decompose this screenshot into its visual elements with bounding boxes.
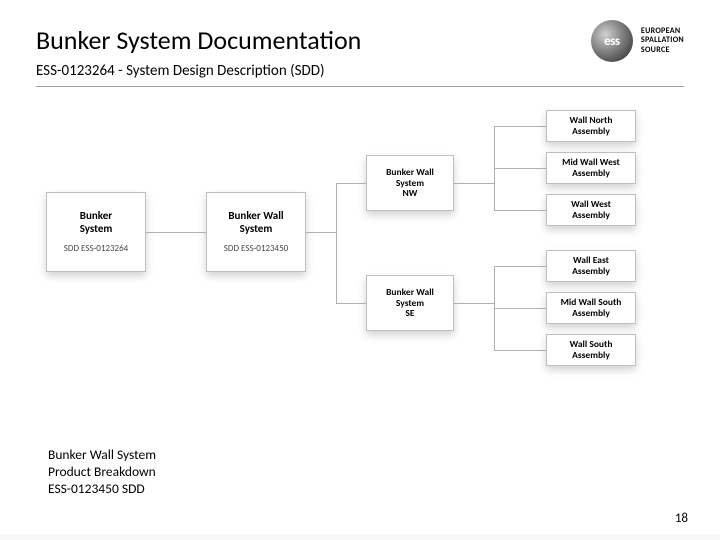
node-title: Bunker WallSystemNW (386, 167, 434, 200)
node-title: Bunker WallSystem (228, 210, 283, 235)
footer-caption: Bunker Wall System Product Breakdown ESS… (48, 447, 156, 498)
footer-line2: Product Breakdown (48, 464, 156, 481)
connector-8 (494, 168, 546, 169)
connector-3 (336, 183, 366, 184)
breakdown-diagram: BunkerSystem SDD ESS-0123264 Bunker WallSy… (36, 110, 684, 450)
node-bunker-wall-system: Bunker WallSystem SDD ESS-0123450 (206, 192, 306, 272)
node-wall-south: Wall SouthAssembly (546, 334, 636, 366)
connector-4 (336, 303, 366, 304)
node-title: Wall NorthAssembly (570, 115, 613, 137)
title-underline (36, 86, 684, 87)
node-wall-east: Wall EastAssembly (546, 250, 636, 282)
node-subtitle: SDD ESS-0123450 (224, 244, 288, 254)
connector-9 (494, 210, 546, 211)
connector-13 (494, 308, 546, 309)
slide-title: Bunker System Documentation (36, 24, 684, 56)
slide-header: Bunker System Documentation ESS-0123264 … (36, 24, 684, 80)
page-number: 18 (675, 511, 688, 526)
logo-icon: ess (591, 20, 633, 62)
node-mid-wall-west: Mid Wall WestAssembly (546, 152, 636, 184)
node-title: Wall SouthAssembly (570, 339, 613, 361)
node-title: Mid Wall WestAssembly (562, 157, 620, 179)
logo-text: EUROPEAN SPALLATION SOURCE (641, 27, 684, 55)
bottom-bar (0, 534, 720, 540)
node-title: Bunker WallSystemSE (386, 287, 434, 320)
node-mid-wall-south: Mid Wall SouthAssembly (546, 292, 636, 324)
node-subtitle: SDD ESS-0123264 (64, 244, 128, 254)
slide-subtitle: ESS-0123264 - System Design Description … (36, 62, 684, 80)
connector-14 (494, 350, 546, 351)
connector-1 (306, 232, 336, 233)
logo-line3: SOURCE (641, 46, 684, 55)
connector-5 (454, 183, 494, 184)
node-title: BunkerSystem (80, 210, 113, 235)
node-wall-west: Wall WestAssembly (546, 194, 636, 226)
footer-line1: Bunker Wall System (48, 447, 156, 464)
connector-10 (454, 303, 494, 304)
logo: ess EUROPEAN SPALLATION SOURCE (591, 20, 684, 62)
node-title: Wall EastAssembly (572, 255, 610, 277)
node-title: Mid Wall SouthAssembly (561, 297, 622, 319)
node-bw-nw: Bunker WallSystemNW (366, 155, 454, 211)
footer-line3: ESS-0123450 SDD (48, 481, 156, 498)
connector-12 (494, 266, 546, 267)
connector-0 (146, 232, 206, 233)
connector-7 (494, 126, 546, 127)
node-bunker-system: BunkerSystem SDD ESS-0123264 (46, 192, 146, 272)
node-bw-se: Bunker WallSystemSE (366, 275, 454, 331)
node-wall-north: Wall NorthAssembly (546, 110, 636, 142)
connector-2 (336, 183, 337, 303)
node-title: Wall WestAssembly (571, 199, 611, 221)
